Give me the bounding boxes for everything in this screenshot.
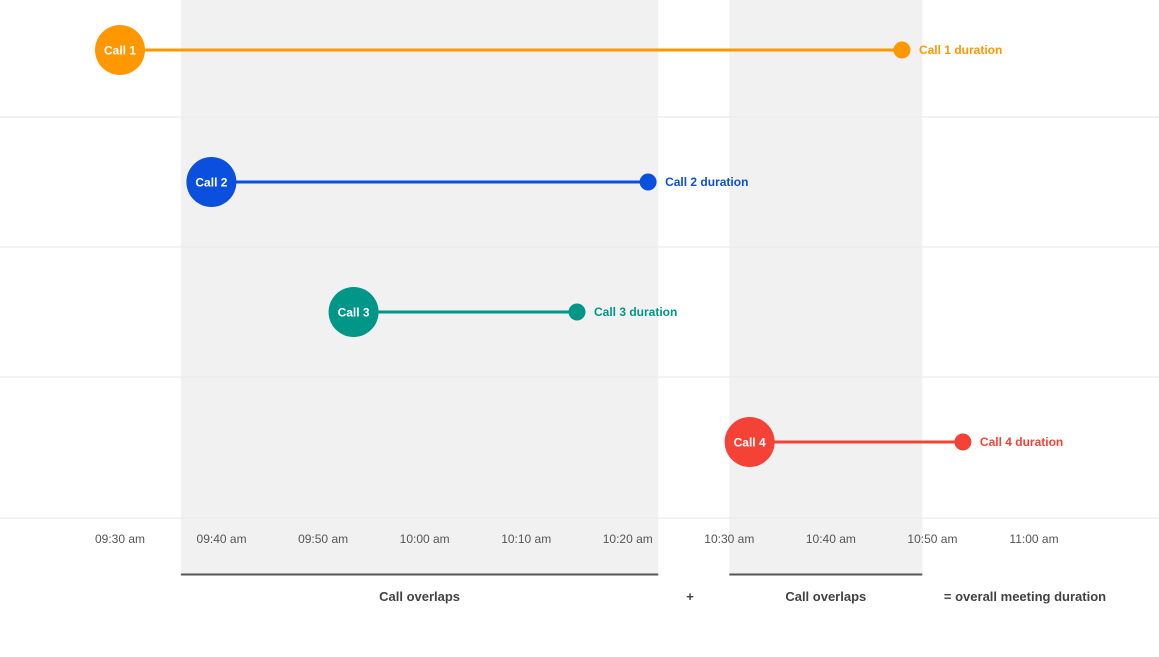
plus-annotation: +	[686, 589, 694, 604]
x-tick-label: 10:30 am	[704, 532, 754, 546]
call-1-label: Call 1	[104, 44, 136, 58]
overall-duration-annotation: = overall meeting duration	[944, 589, 1106, 604]
call-3-end-marker	[568, 303, 586, 321]
x-tick-label: 10:20 am	[603, 532, 653, 546]
call-1-end-marker	[893, 41, 911, 59]
call-2-label: Call 2	[195, 176, 227, 190]
x-tick-label: 11:00 am	[1009, 532, 1058, 546]
x-tick-label: 10:10 am	[501, 532, 551, 546]
x-tick-label: 09:40 am	[197, 532, 247, 546]
call-4-start-marker	[724, 417, 775, 467]
call-2-start-marker	[186, 157, 237, 207]
call-2-end-marker	[639, 173, 657, 191]
overlap-region-2	[729, 0, 923, 575]
overlap-label-2: Call overlaps	[785, 589, 866, 604]
call-3-label: Call 3	[338, 306, 370, 320]
overlap-region-1	[180, 0, 659, 575]
call-2-duration-label: Call 2 duration	[665, 175, 748, 189]
x-tick-label: 09:30 am	[95, 532, 145, 546]
x-tick-label: 09:50 am	[298, 532, 348, 546]
x-tick-label: 10:50 am	[907, 532, 957, 546]
call-4-duration-label: Call 4 duration	[980, 435, 1063, 449]
call-1-start-marker	[95, 25, 145, 75]
call-4-end-marker	[954, 433, 972, 451]
call-4-label: Call 4	[734, 436, 766, 450]
overlap-label-1: Call overlaps	[379, 589, 460, 604]
x-tick-label: 10:00 am	[400, 532, 450, 546]
call-1-duration-label: Call 1 duration	[919, 43, 1002, 57]
call-3-duration-label: Call 3 duration	[594, 305, 677, 319]
call-3-start-marker	[328, 287, 379, 337]
x-tick-label: 10:40 am	[806, 532, 856, 546]
